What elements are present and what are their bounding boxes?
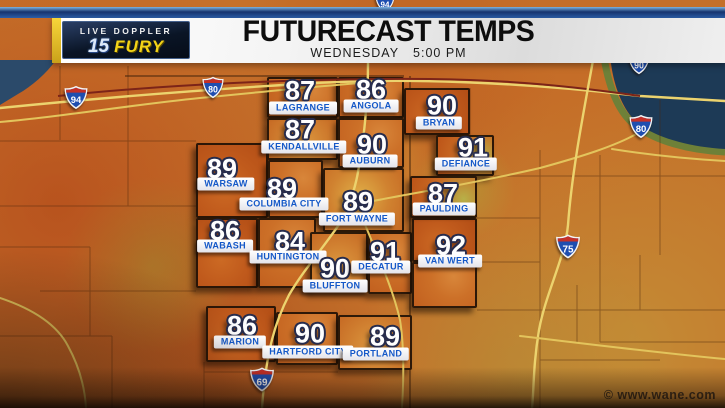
city-label: KENDALLVILLE	[261, 140, 347, 154]
city-label: PAULDING	[412, 202, 476, 216]
city-label: VAN WERT	[418, 254, 482, 268]
city-label: BRYAN	[415, 116, 463, 130]
city-label: DEFIANCE	[434, 157, 498, 171]
city-label: ANGOLA	[343, 99, 399, 113]
city-label: LAGRANGE	[269, 101, 337, 115]
subtitle-day: WEDNESDAY	[310, 46, 400, 60]
title-banner: LIVE DOPPLER 15 FURY FUTURECAST TEMPS WED…	[52, 15, 725, 63]
city-label: HUNTINGTON	[249, 250, 327, 264]
city-label: WABASH	[197, 239, 253, 253]
subtitle-time: 5:00 PM	[413, 46, 467, 60]
header-banner: LIVE DOPPLER 15 FURY FUTURECAST TEMPS WED…	[0, 0, 725, 63]
city-label: COLUMBIA CITY	[239, 197, 329, 211]
city-label: HARTFORD CITY	[262, 345, 354, 359]
city-label: AUBURN	[342, 154, 398, 168]
watermark: © www.wane.com	[603, 388, 716, 402]
page-title: FUTURECAST TEMPS	[242, 15, 535, 48]
city-label: MARION	[213, 335, 267, 349]
city-label: WARSAW	[197, 177, 255, 191]
city-label: BLUFFTON	[302, 279, 368, 293]
subtitle: WEDNESDAY 5:00 PM	[52, 47, 725, 60]
city-label: PORTLAND	[342, 347, 410, 361]
city-label: FORT WAYNE	[318, 212, 396, 226]
city-label: DECATUR	[351, 260, 411, 274]
title-block: FUTURECAST TEMPS WEDNESDAY 5:00 PM	[52, 15, 725, 60]
